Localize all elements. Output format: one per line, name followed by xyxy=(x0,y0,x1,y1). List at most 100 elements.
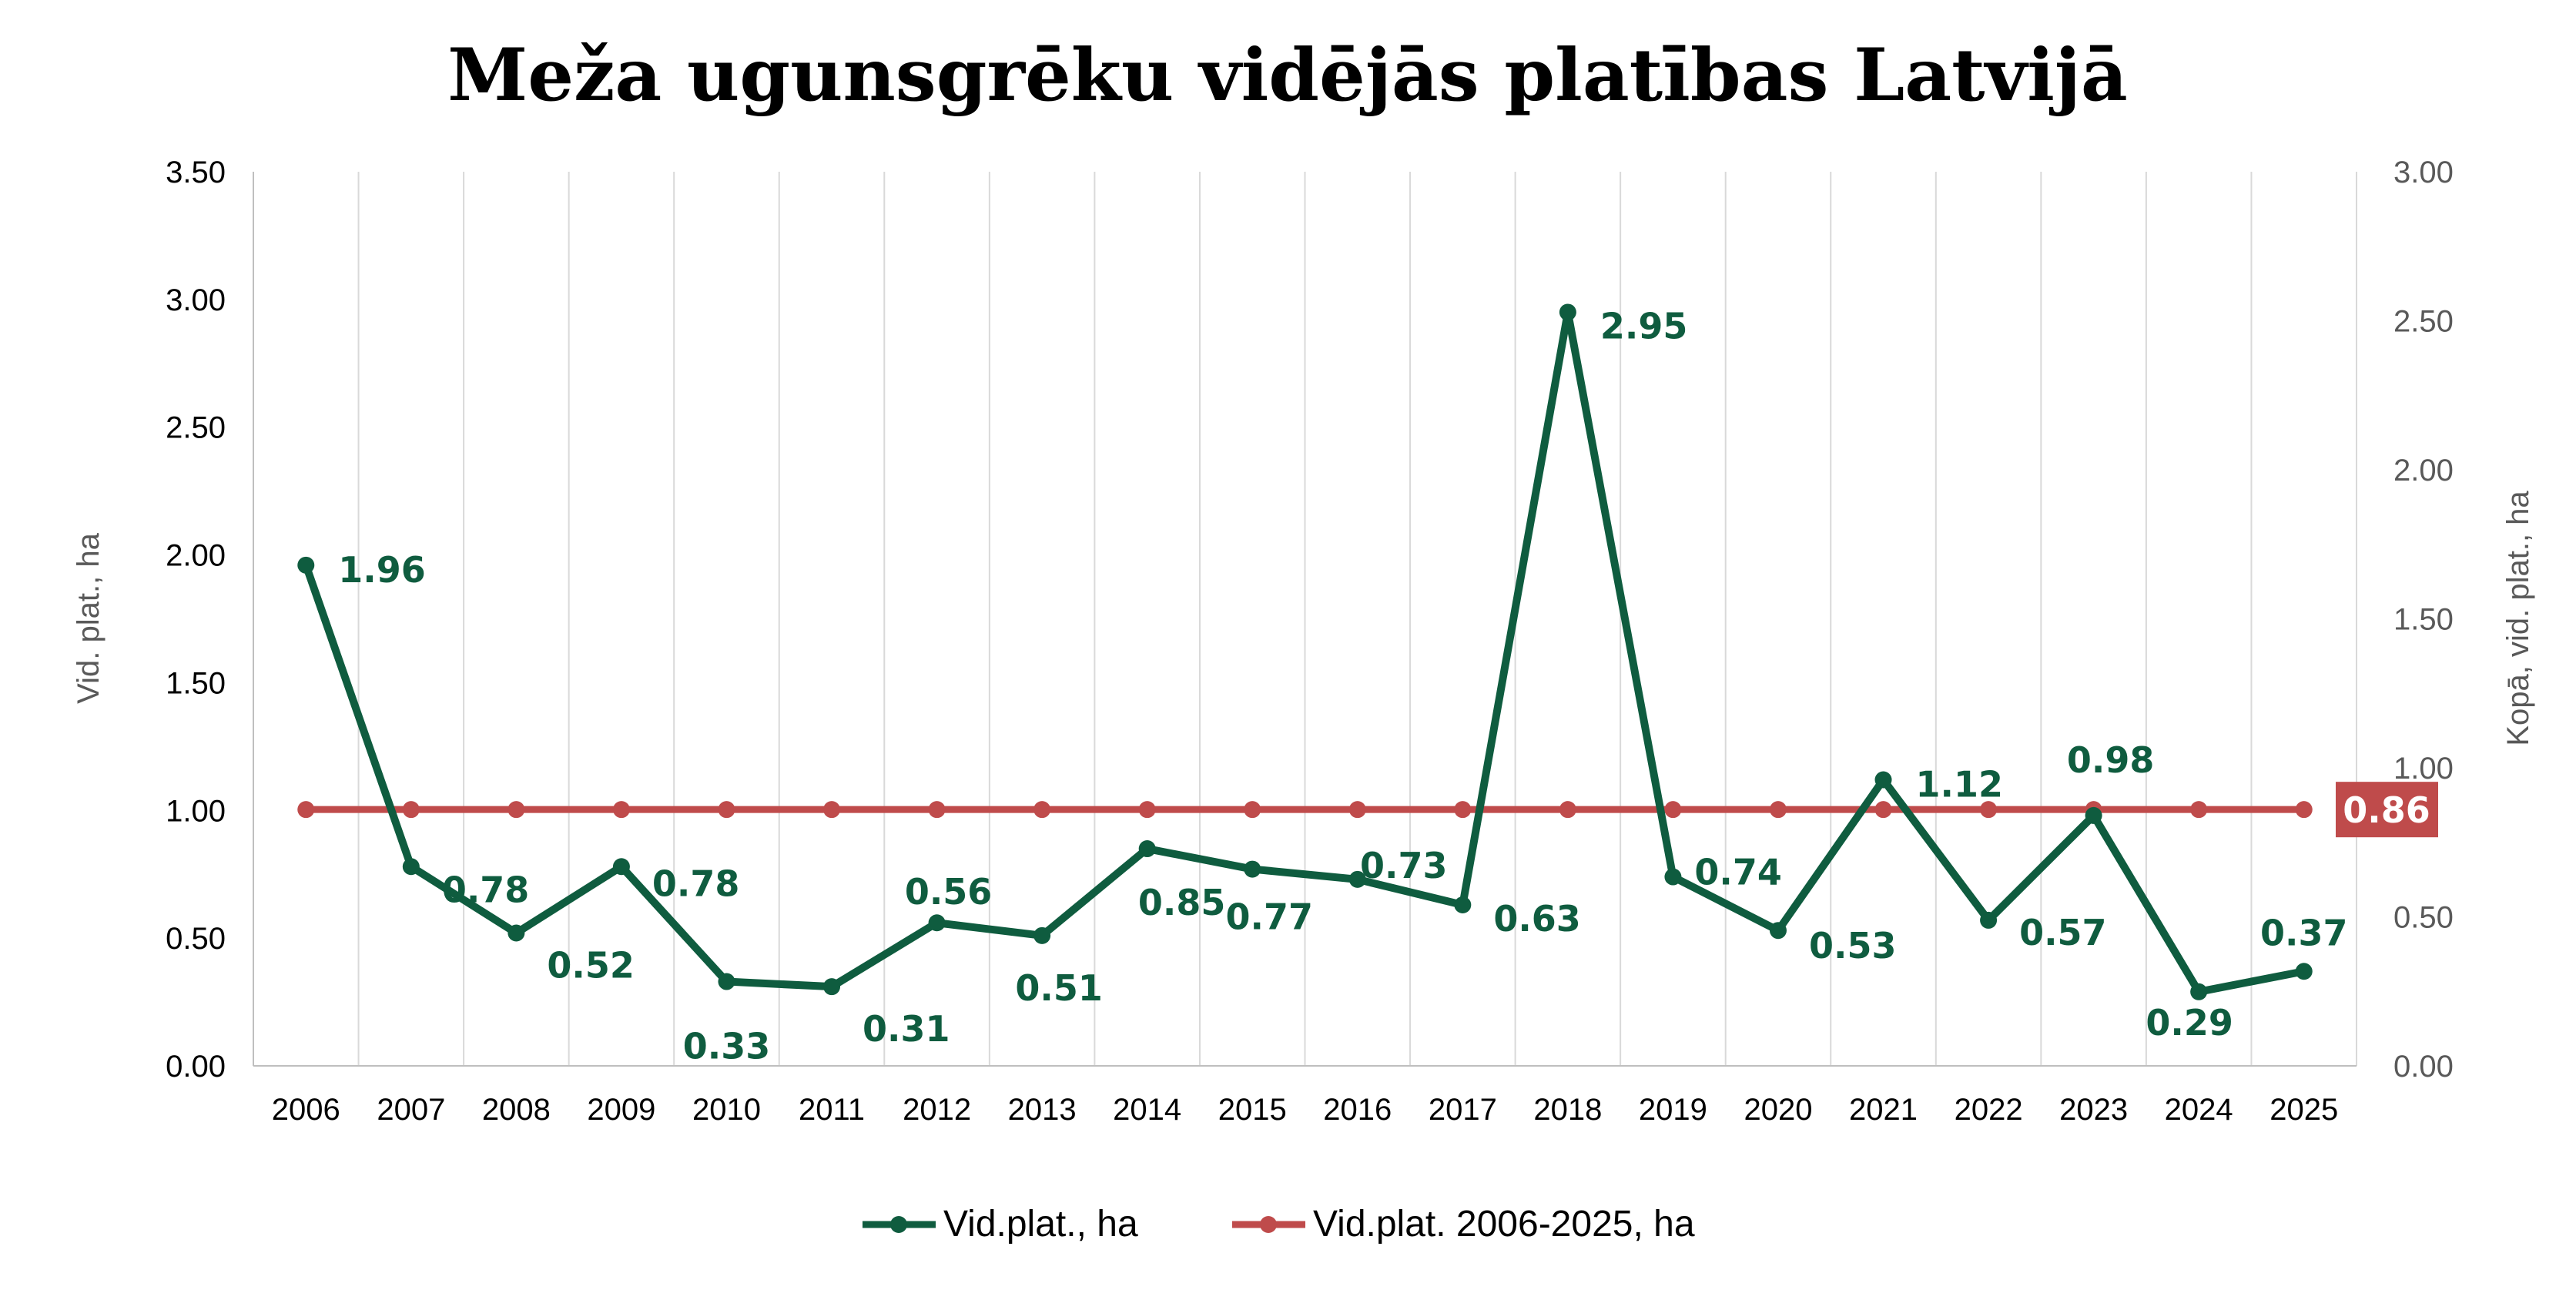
y2-tick-label: 1.00 xyxy=(2393,752,2454,786)
y-axis-label: Vid. plat., ha xyxy=(72,532,106,703)
average-point xyxy=(1244,801,1261,819)
data-point xyxy=(718,973,735,990)
average-point xyxy=(1138,801,1156,819)
data-label: 0.52 xyxy=(547,945,635,987)
x-tick-label: 2012 xyxy=(903,1093,971,1127)
x-tick-label: 2014 xyxy=(1113,1093,1181,1127)
x-tick-label: 2022 xyxy=(1955,1093,2023,1127)
data-point xyxy=(1033,926,1051,944)
data-point xyxy=(1874,771,1892,789)
data-point xyxy=(2085,806,2102,824)
data-point xyxy=(1138,840,1156,858)
average-point xyxy=(1454,801,1472,819)
data-point xyxy=(507,924,525,942)
legend-label-average: Vid.plat. 2006-2025, ha xyxy=(1313,1204,1695,1245)
x-axis-ticks: 2006 2007 2008 2009 2010 2011 2012 2013 2014 2015… xyxy=(272,1093,2338,1127)
average-point xyxy=(1664,801,1682,819)
average-point xyxy=(1874,801,1892,819)
grid-lines xyxy=(357,172,2357,1066)
x-tick-label: 2007 xyxy=(377,1093,445,1127)
average-point xyxy=(507,801,525,819)
average-point xyxy=(2190,801,2208,819)
legend-marker-main xyxy=(890,1216,907,1233)
data-label: 2.95 xyxy=(1600,305,1688,347)
y-tick-label: 0.00 xyxy=(166,1050,226,1084)
average-point xyxy=(1980,801,1998,819)
data-point xyxy=(1769,922,1787,940)
y2-axis-ticks: 0.00 0.50 1.00 1.50 2.00 2.50 3.00 xyxy=(2393,156,2454,1084)
x-tick-label: 2015 xyxy=(1218,1093,1287,1127)
data-point xyxy=(1559,303,1576,321)
data-label: 0.56 xyxy=(905,871,993,913)
data-point xyxy=(2190,983,2208,1000)
x-tick-label: 2017 xyxy=(1429,1093,1497,1127)
data-point xyxy=(612,858,630,876)
data-label: 0.98 xyxy=(2067,739,2155,781)
data-point xyxy=(1244,860,1261,878)
y-tick-label: 2.50 xyxy=(166,411,226,445)
data-label: 0.85 xyxy=(1138,882,1226,923)
x-tick-label: 2011 xyxy=(799,1093,865,1127)
x-tick-label: 2023 xyxy=(2059,1093,2128,1127)
x-tick-label: 2009 xyxy=(587,1093,655,1127)
legend-marker-average xyxy=(1260,1216,1277,1233)
y2-tick-label: 3.00 xyxy=(2393,156,2454,189)
data-point xyxy=(928,914,946,932)
y-tick-label: 1.00 xyxy=(166,794,226,828)
data-label: 0.78 xyxy=(652,863,740,904)
series-line xyxy=(302,308,2305,996)
legend-label-main: Vid.plat., ha xyxy=(943,1204,1138,1245)
x-tick-label: 2025 xyxy=(2269,1093,2338,1127)
chart-title: Meža ugunsgrēku vidējās platības Latvijā xyxy=(447,33,2128,118)
data-point xyxy=(402,858,420,876)
y2-tick-label: 0.00 xyxy=(2393,1050,2454,1084)
x-tick-label: 2020 xyxy=(1744,1093,1812,1127)
x-tick-label: 2008 xyxy=(482,1093,551,1127)
average-point xyxy=(928,801,946,819)
y2-axis-label: Kopā, vid. plat., ha xyxy=(2501,491,2535,746)
x-tick-label: 2016 xyxy=(1323,1093,1392,1127)
average-point xyxy=(718,801,735,819)
data-label: 0.77 xyxy=(1225,896,1313,938)
x-tick-label: 2013 xyxy=(1008,1093,1077,1127)
data-label: 0.51 xyxy=(1015,967,1103,1009)
y2-tick-label: 0.50 xyxy=(2393,901,2454,935)
average-point xyxy=(297,801,315,819)
data-point xyxy=(1664,868,1682,886)
average-point xyxy=(1033,801,1051,819)
y-axis-ticks: 0.00 0.50 1.00 1.50 2.00 2.50 3.00 3.50 xyxy=(166,156,226,1084)
y2-tick-label: 2.00 xyxy=(2393,454,2454,487)
data-point xyxy=(1454,896,1472,914)
legend: Vid.plat., ha Vid.plat. 2006-2025, ha xyxy=(863,1204,1695,1245)
data-label: 0.57 xyxy=(2019,912,2107,953)
x-tick-label: 2006 xyxy=(272,1093,340,1127)
average-point xyxy=(1559,801,1576,819)
x-tick-label: 2019 xyxy=(1639,1093,1707,1127)
data-label: 0.37 xyxy=(2260,912,2348,953)
data-label: 0.78 xyxy=(442,869,530,910)
data-point xyxy=(297,556,315,574)
x-tick-label: 2024 xyxy=(2165,1093,2233,1127)
y2-tick-label: 1.50 xyxy=(2393,603,2454,637)
average-end-label: 0.86 xyxy=(2343,789,2430,831)
data-label: 0.63 xyxy=(1493,898,1581,940)
data-label: 0.73 xyxy=(1360,845,1448,886)
data-point xyxy=(823,978,841,996)
average-end-label-box xyxy=(2336,782,2438,838)
y-tick-label: 0.50 xyxy=(166,922,226,956)
series-group xyxy=(297,303,2313,1000)
data-point xyxy=(2295,963,2313,980)
data-label: 0.29 xyxy=(2146,1002,2233,1044)
data-labels: 1.96 0.78 0.52 0.78 0.33 0.31 0.56 0.51 0.85 0.77… xyxy=(338,305,2438,1067)
x-tick-label: 2021 xyxy=(1849,1093,1918,1127)
data-point xyxy=(1348,870,1366,888)
y-tick-label: 3.50 xyxy=(166,156,226,189)
data-label: 1.12 xyxy=(1916,763,2004,805)
y2-tick-label: 2.50 xyxy=(2393,305,2454,339)
data-label: 1.96 xyxy=(338,549,426,591)
x-tick-label: 2010 xyxy=(692,1093,761,1127)
average-point xyxy=(2295,801,2313,819)
y-tick-label: 1.50 xyxy=(166,666,226,700)
average-point xyxy=(1348,801,1366,819)
